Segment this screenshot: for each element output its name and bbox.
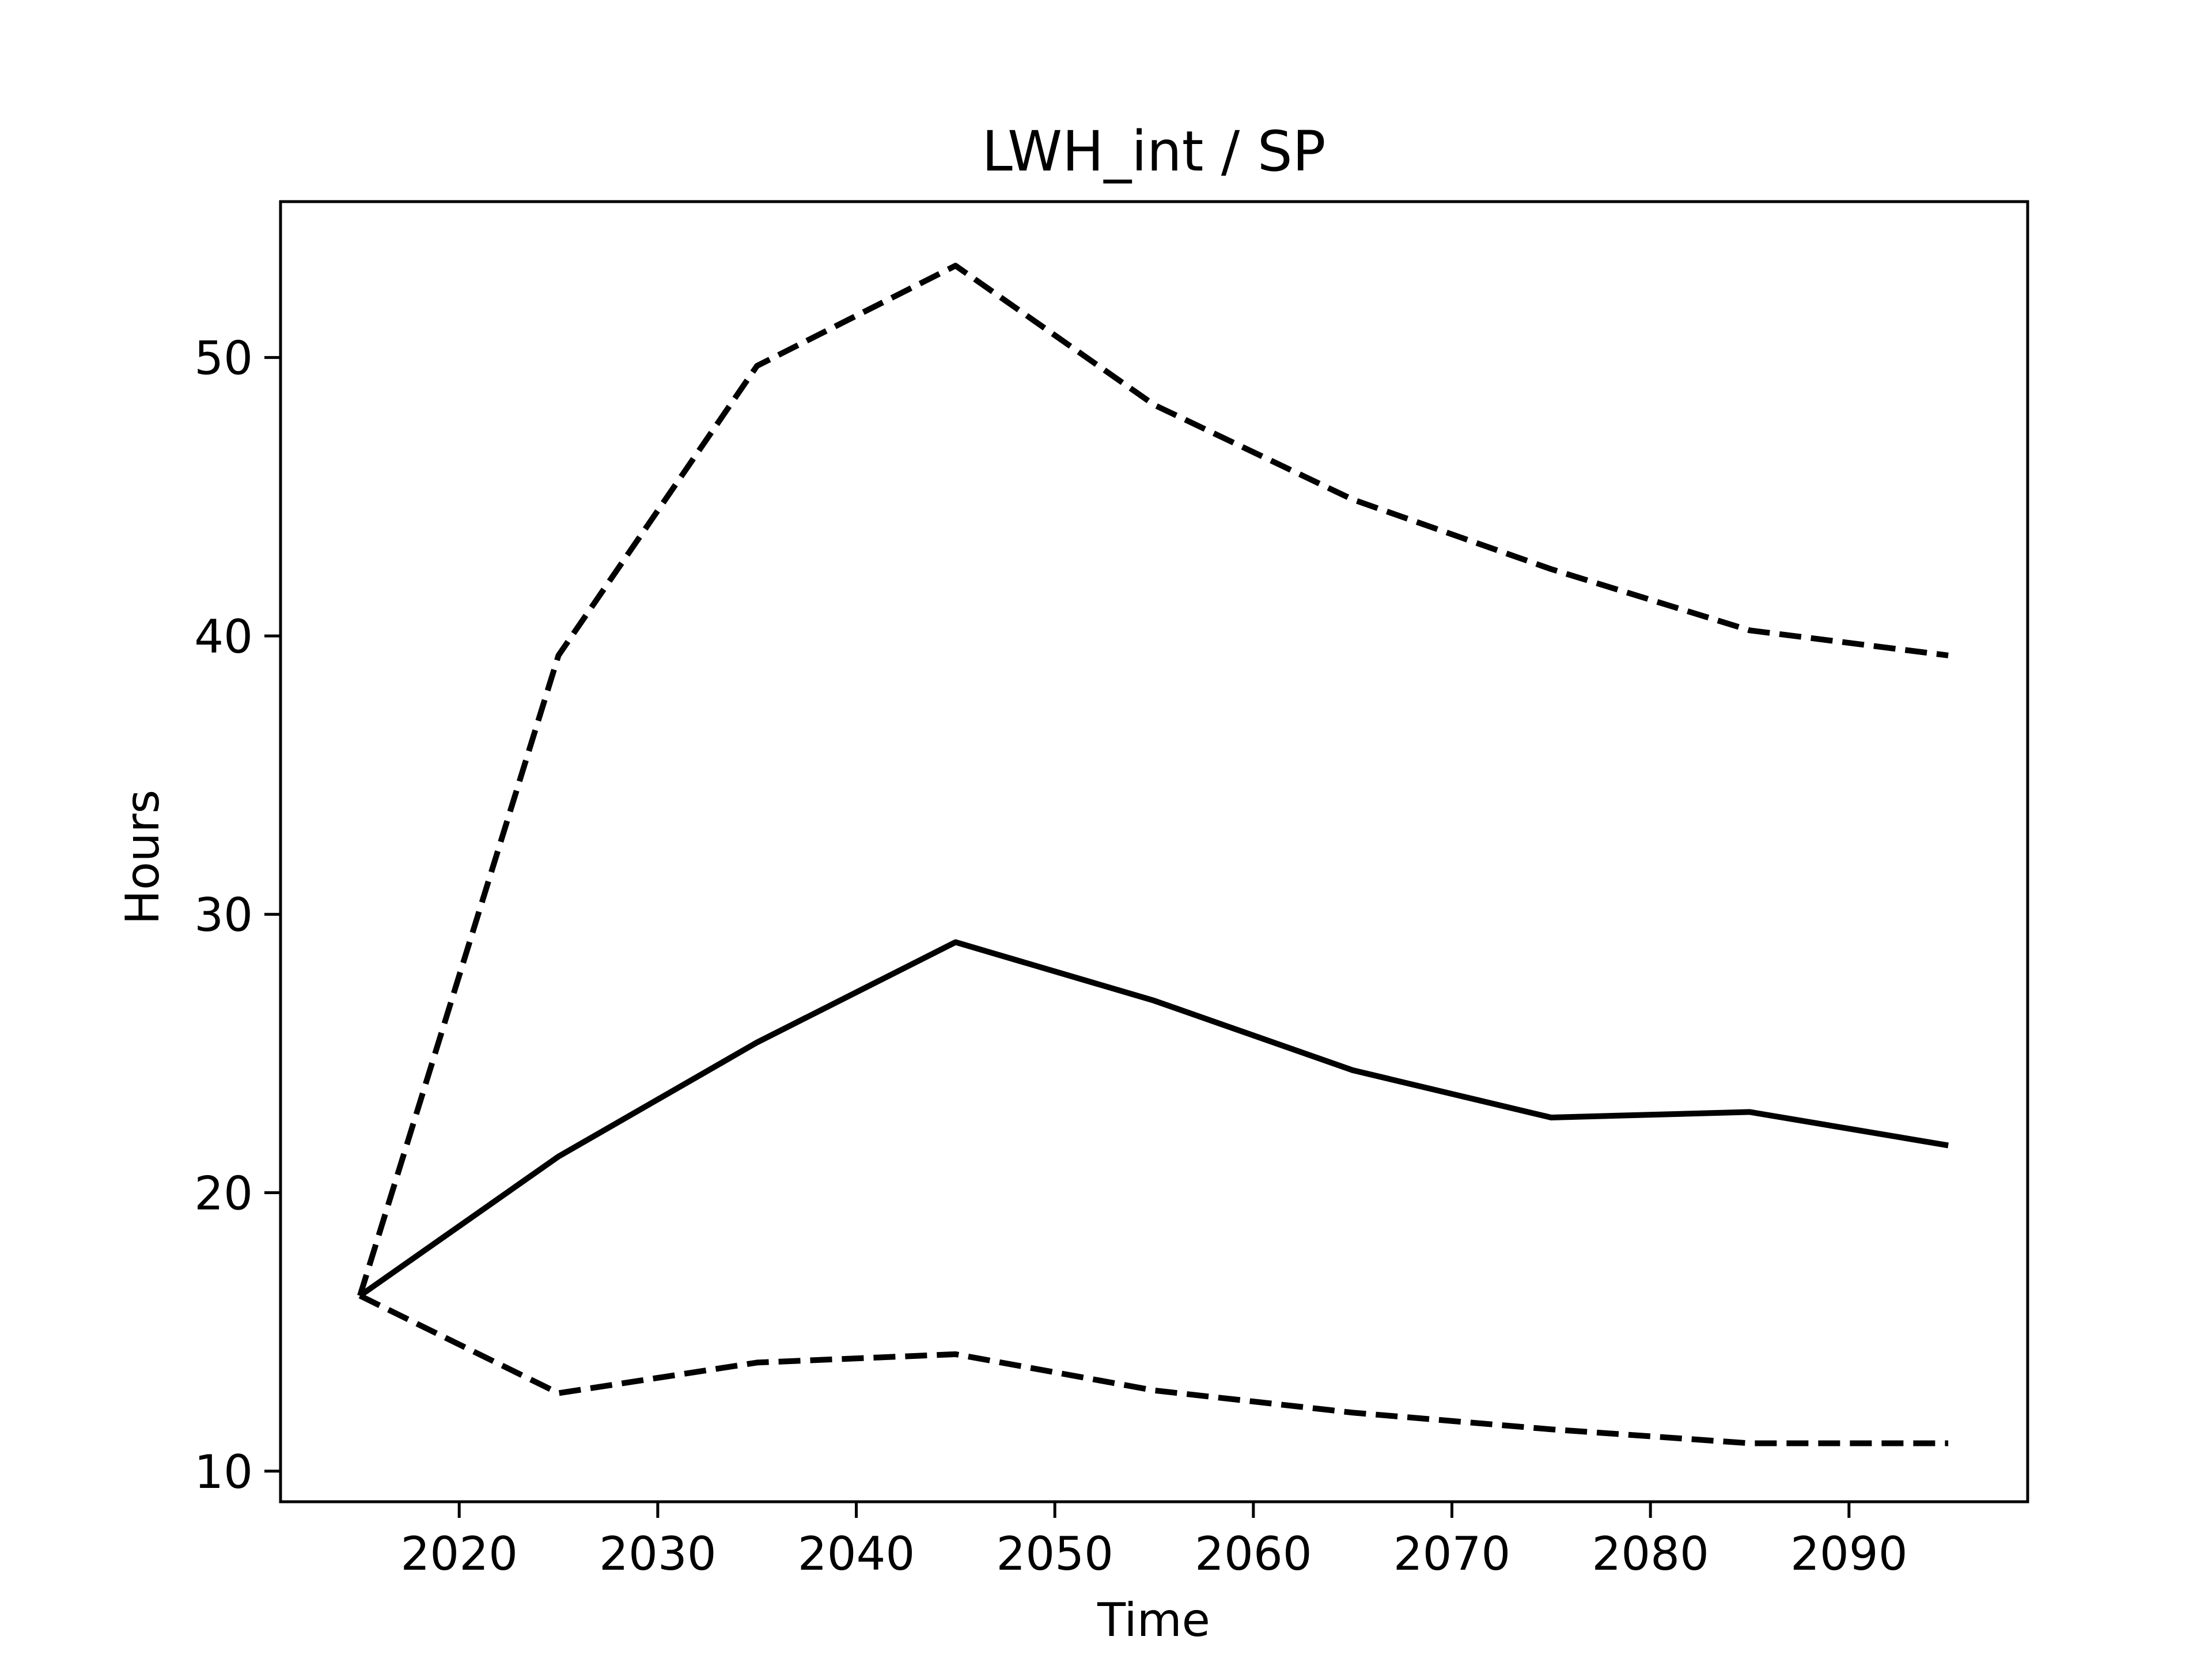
x-tick-label: 2020 xyxy=(400,1527,518,1581)
solid-series-line-0 xyxy=(358,939,1949,1298)
x-tick-label: 2030 xyxy=(599,1527,717,1581)
series-group xyxy=(357,263,1949,1446)
x-tick-label: 2040 xyxy=(798,1527,915,1581)
y-tick-label: 50 xyxy=(194,332,253,385)
dashed-series-line-2 xyxy=(358,1293,1949,1446)
y-tick-label: 30 xyxy=(194,888,253,942)
y-tick-label: 40 xyxy=(194,610,253,664)
x-tick-label: 2050 xyxy=(996,1527,1113,1581)
x-tick-label: 2090 xyxy=(1790,1527,1908,1581)
y-tick-label: 20 xyxy=(194,1167,253,1221)
x-tick-label: 2080 xyxy=(1592,1527,1709,1581)
x-tick-label: 2060 xyxy=(1195,1527,1312,1581)
y-tick-label: 10 xyxy=(194,1445,253,1499)
x-tick-label: 2070 xyxy=(1393,1527,1511,1581)
y-axis-label: Hours xyxy=(116,790,169,925)
x-axis-ticks: 2020 2030 2040 2050 2060 2070 2080 2090 xyxy=(400,1502,1908,1581)
x-axis-label: Time xyxy=(1097,1593,1210,1647)
chart-title: LWH_int / SP xyxy=(982,119,1325,184)
y-axis-ticks: 10 20 30 40 50 xyxy=(194,332,281,1499)
axes-frame xyxy=(279,200,2029,1503)
